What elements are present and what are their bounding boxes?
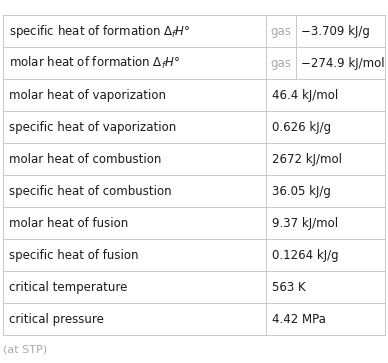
Text: critical pressure: critical pressure <box>9 313 104 326</box>
Text: 0.626 kJ/g: 0.626 kJ/g <box>272 121 331 134</box>
Text: 0.1264 kJ/g: 0.1264 kJ/g <box>272 249 339 262</box>
Text: 36.05 kJ/g: 36.05 kJ/g <box>272 185 331 198</box>
Text: molar heat of fusion: molar heat of fusion <box>9 217 128 230</box>
Text: −3.709 kJ/g: −3.709 kJ/g <box>301 25 371 38</box>
Text: 563 K: 563 K <box>272 281 306 294</box>
Text: 9.37 kJ/mol: 9.37 kJ/mol <box>272 217 338 230</box>
Text: molar heat of vaporization: molar heat of vaporization <box>9 89 166 102</box>
Text: specific heat of vaporization: specific heat of vaporization <box>9 121 176 134</box>
Text: 46.4 kJ/mol: 46.4 kJ/mol <box>272 89 338 102</box>
Text: molar heat of formation $\Delta_f H°$: molar heat of formation $\Delta_f H°$ <box>9 55 180 71</box>
Text: molar heat of combustion: molar heat of combustion <box>9 153 161 166</box>
Text: specific heat of combustion: specific heat of combustion <box>9 185 171 198</box>
Text: 4.42 MPa: 4.42 MPa <box>272 313 326 326</box>
Text: (at STP): (at STP) <box>3 344 47 355</box>
Text: 2672 kJ/mol: 2672 kJ/mol <box>272 153 342 166</box>
Text: gas: gas <box>270 57 291 70</box>
Text: −274.9 kJ/mol: −274.9 kJ/mol <box>301 57 385 70</box>
Text: specific heat of formation $\Delta_f H°$: specific heat of formation $\Delta_f H°$ <box>9 23 191 40</box>
Text: critical temperature: critical temperature <box>9 281 127 294</box>
Text: specific heat of fusion: specific heat of fusion <box>9 249 139 262</box>
Text: gas: gas <box>270 25 291 38</box>
